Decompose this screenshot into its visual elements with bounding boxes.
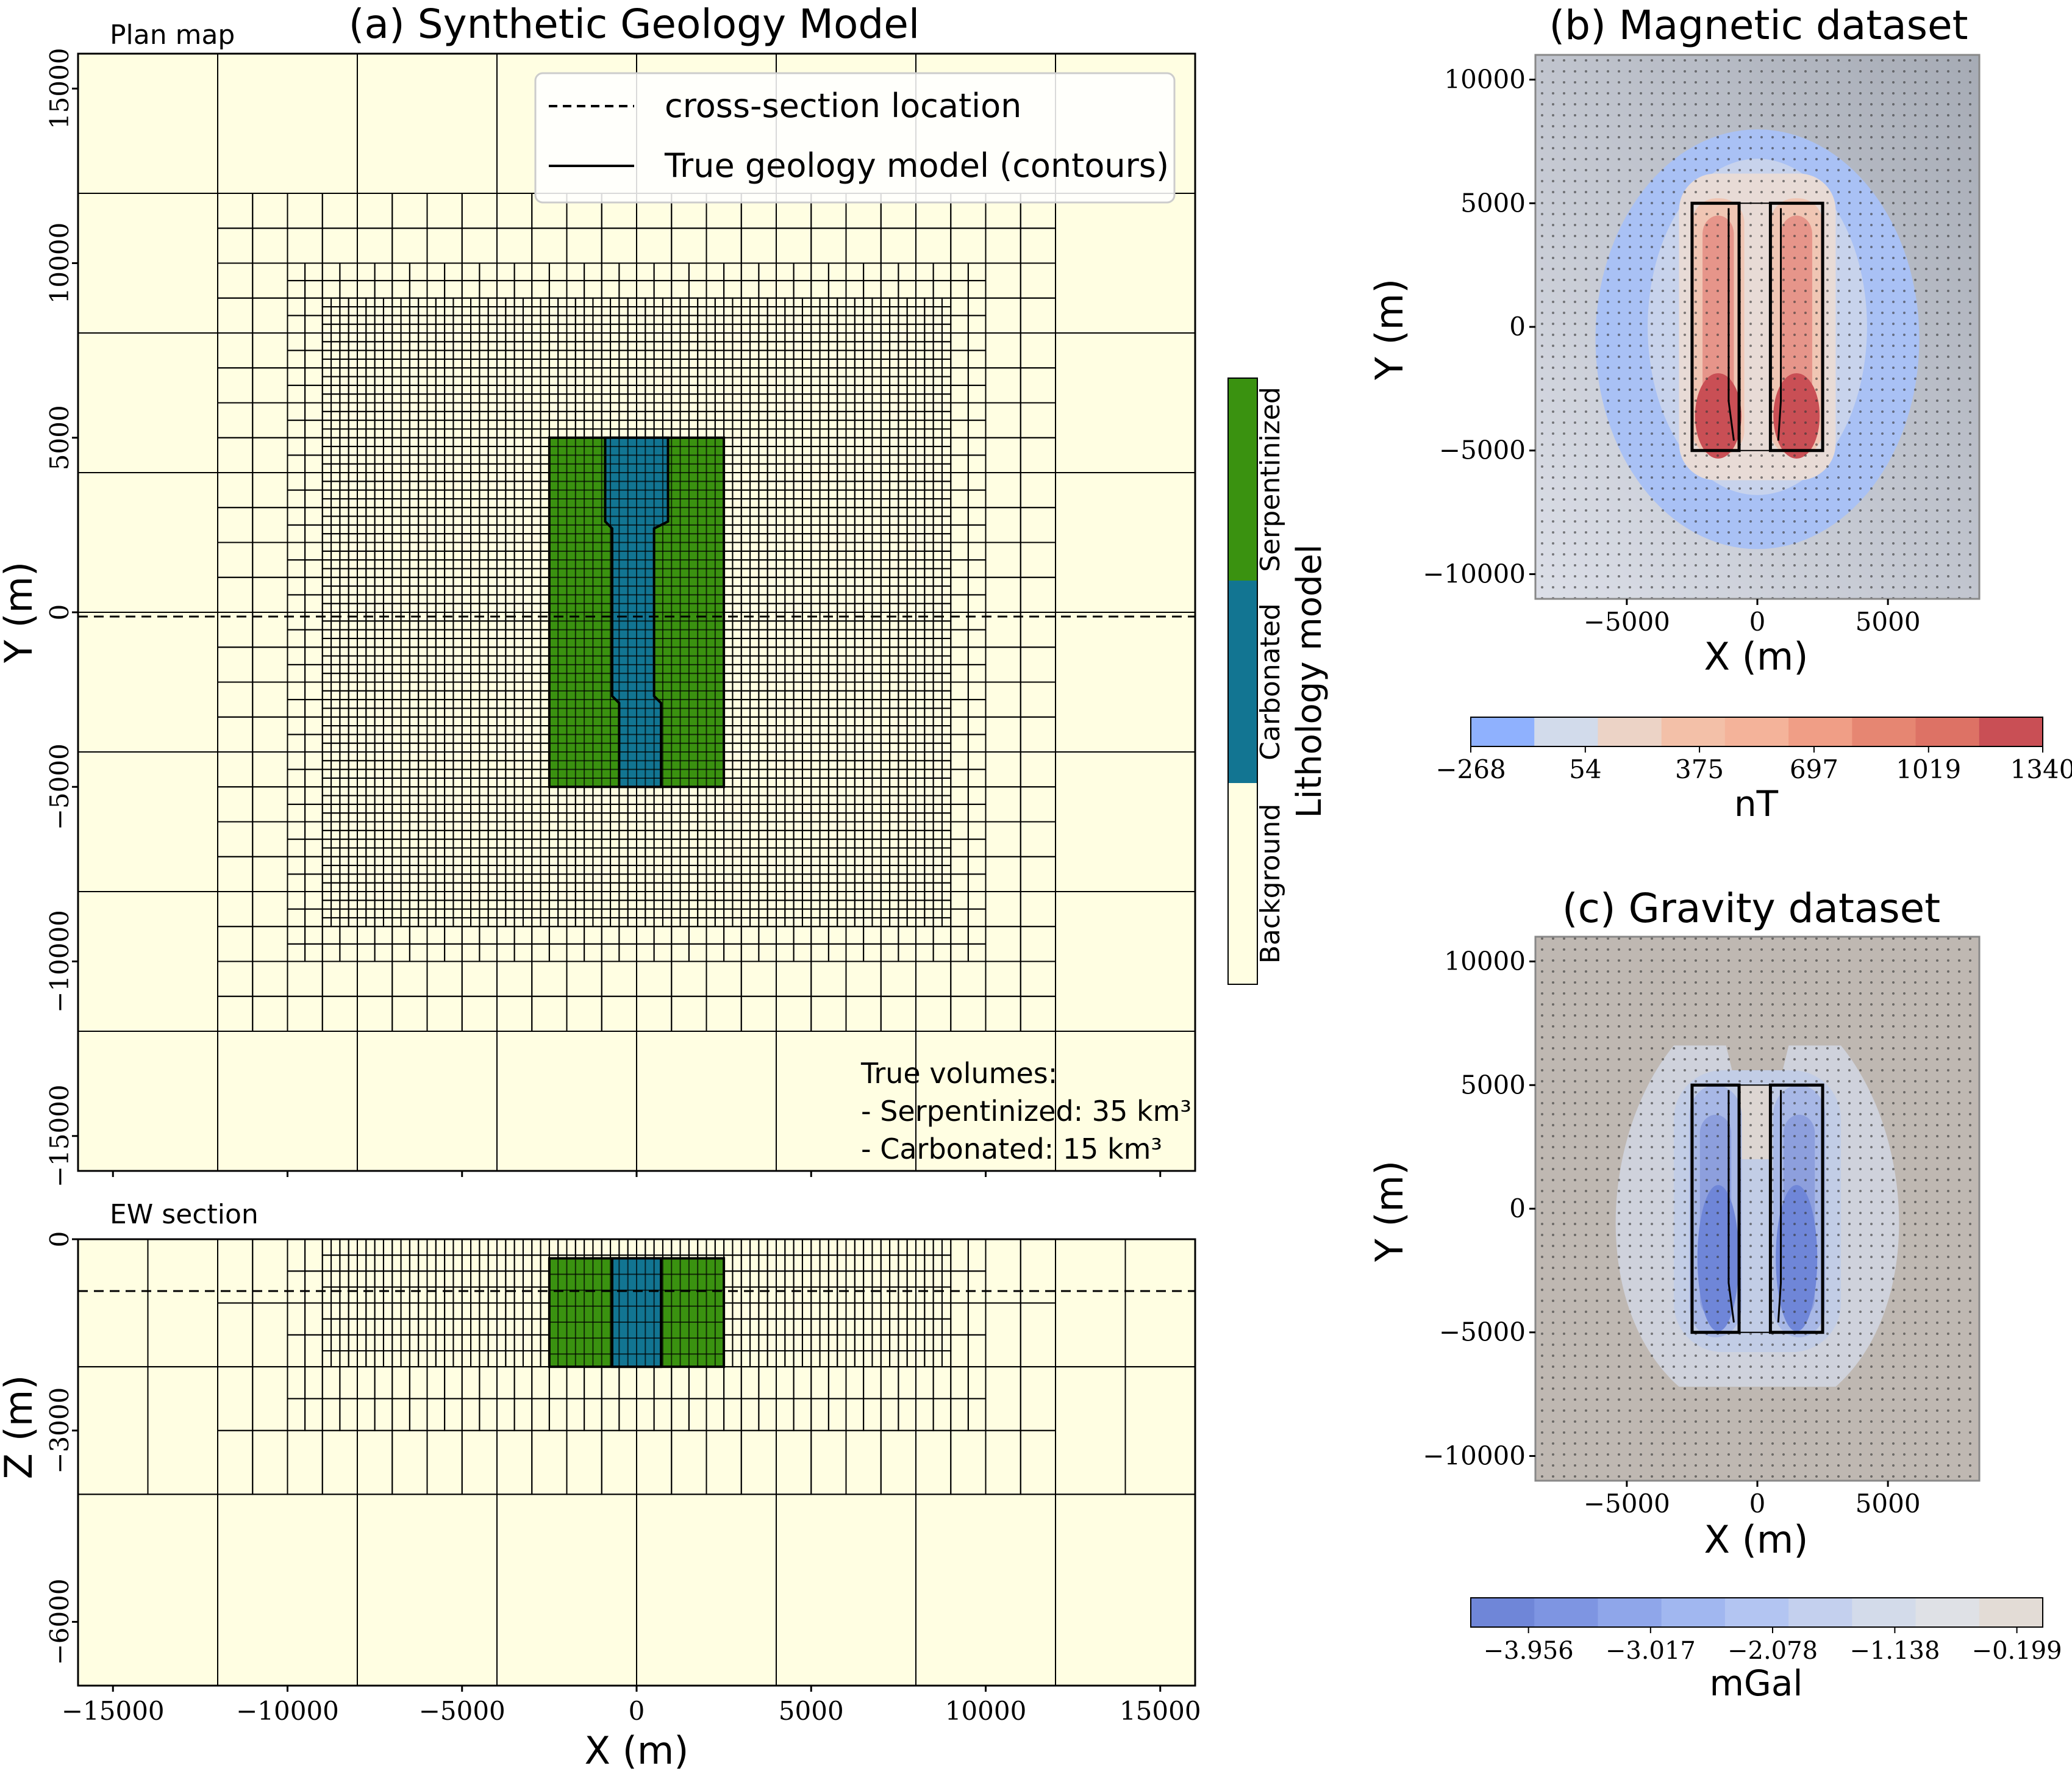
plan-mesh [78,54,1195,1171]
panel-a-title: (a) Synthetic Geology Model [349,1,920,48]
